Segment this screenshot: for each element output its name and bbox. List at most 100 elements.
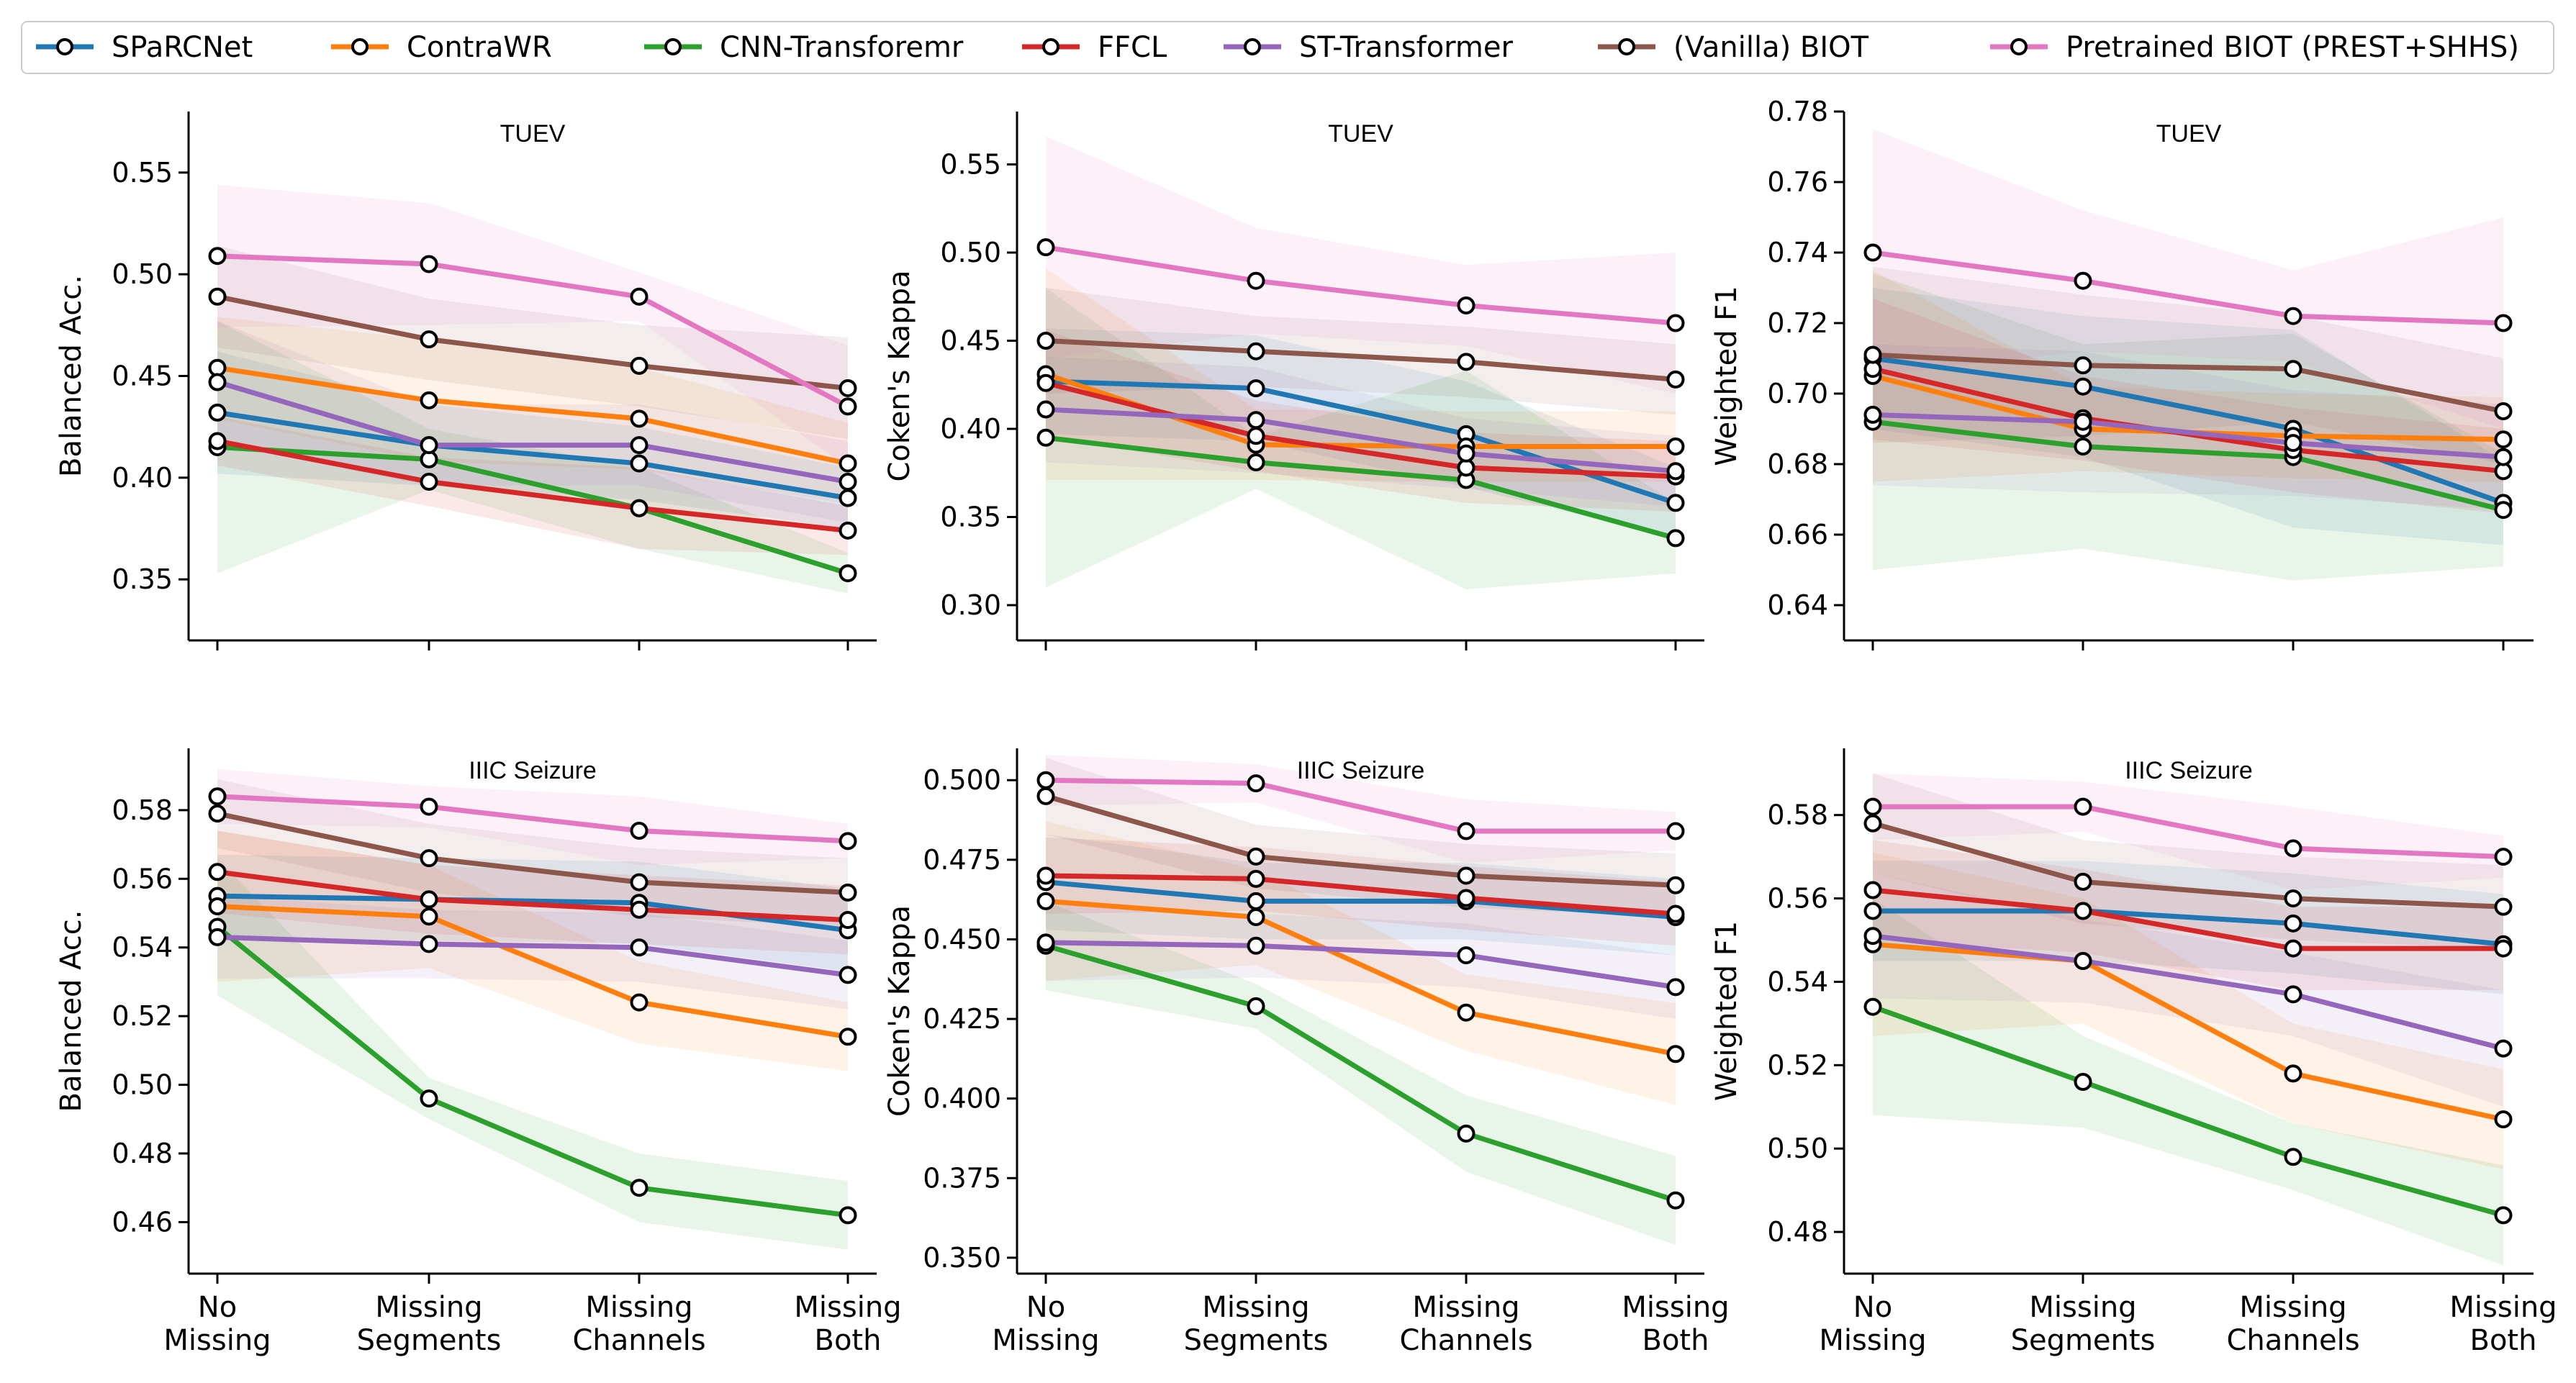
- y-tick-label: 0.46: [112, 1206, 173, 1238]
- x-tick-label-line: Both: [815, 1324, 882, 1357]
- x-tick-label-line: Segments: [357, 1324, 502, 1357]
- series-line: [1045, 380, 1676, 479]
- y-tick-label: 0.66: [1767, 519, 1828, 550]
- x-tick-label: Missing Segments: [357, 1291, 502, 1357]
- data-point: [2074, 951, 2092, 970]
- data-point: [839, 378, 857, 397]
- band-pretrained-biot-prest-shhs: [1873, 129, 2503, 429]
- y-tick-label: 0.64: [1767, 589, 1828, 621]
- data-point: [1036, 933, 1055, 952]
- x-tick-label-line: Channels: [572, 1324, 705, 1357]
- data-point: [1457, 1124, 1475, 1143]
- y-tick-label: 0.58: [1767, 799, 1828, 831]
- data-point: [630, 454, 648, 473]
- series-line: [1872, 941, 2504, 1123]
- y-tick-label: 0.500: [923, 764, 1001, 796]
- series-line: [215, 925, 849, 1218]
- y-tick-label: 0.40: [940, 413, 1001, 445]
- y-tick-label: 0.56: [1767, 883, 1828, 915]
- legend-label: SPaRCNet: [112, 31, 253, 64]
- data-point: [208, 804, 227, 823]
- data-point: [839, 1206, 857, 1225]
- data-point: [420, 436, 438, 455]
- data-point: [630, 356, 648, 375]
- series-vanilla-biot: [1863, 345, 2513, 420]
- band-st-transformer: [1873, 873, 2503, 1107]
- series-contrawr: [208, 897, 857, 1046]
- panel-title: TUEV: [1328, 120, 1393, 148]
- x-tick-label-line: Segments: [1184, 1324, 1329, 1357]
- data-point: [2284, 939, 2302, 958]
- legend-marker: [351, 38, 369, 55]
- band-sparcnet: [1873, 288, 2503, 545]
- data-point: [2494, 314, 2513, 332]
- data-point: [1666, 978, 1685, 997]
- y-tick-label: 0.72: [1767, 307, 1828, 339]
- data-point: [2074, 412, 2092, 431]
- data-point: [1863, 814, 1882, 833]
- y-tick-label: 0.55: [940, 149, 1001, 181]
- y-axis-label: Balanced Acc.: [55, 910, 88, 1112]
- series-line: [1045, 435, 1676, 541]
- series-line: [217, 294, 849, 391]
- x-tick-label-line: Missing: [1202, 1291, 1309, 1324]
- data-point: [1863, 797, 1882, 816]
- data-point: [1247, 453, 1265, 472]
- series-contrawr: [208, 358, 857, 473]
- y-axis-label: Weighted F1: [1710, 921, 1743, 1102]
- data-point: [208, 403, 227, 422]
- data-point: [1863, 243, 1882, 262]
- series-line: [1872, 933, 2504, 1051]
- band-cnn-transforemr: [1873, 273, 2503, 581]
- legend-marker: [56, 38, 73, 55]
- data-point: [839, 966, 857, 984]
- band-vanilla-biot: [217, 779, 848, 928]
- band-sparcnet: [1046, 834, 1676, 956]
- band-contrawr: [1873, 270, 2503, 482]
- data-point: [1457, 822, 1475, 840]
- series-line: [1872, 419, 2504, 513]
- series-vanilla-biot: [1036, 786, 1685, 894]
- data-point: [2494, 939, 2513, 958]
- data-point: [1666, 314, 1685, 332]
- series-st-transformer: [208, 373, 857, 491]
- data-point: [1247, 427, 1265, 445]
- x-tick-label: Missing Segments: [1184, 1291, 1329, 1357]
- data-point: [420, 473, 438, 491]
- series-line: [1045, 898, 1676, 1057]
- y-tick-label: 0.74: [1767, 237, 1828, 268]
- data-point: [1666, 437, 1685, 455]
- series-pretrained-biot-prest-shhs: [208, 787, 857, 851]
- y-tick-label: 0.56: [112, 863, 173, 894]
- data-point: [1457, 296, 1475, 314]
- legend-item-st-transformer: ST-Transformer: [1224, 31, 1513, 64]
- y-tick-label: 0.70: [1767, 378, 1828, 409]
- data-point: [839, 489, 857, 507]
- data-point: [1457, 444, 1475, 463]
- series-ffcl: [1863, 881, 2513, 958]
- x-tick-label-line: Missing: [2449, 1291, 2557, 1324]
- panel-1: 0.35 0.40 0.45 0.50 0.55 TUEV Balanced Acc.: [55, 112, 877, 650]
- data-point: [630, 436, 648, 455]
- data-point: [1666, 494, 1685, 512]
- data-point: [420, 391, 438, 409]
- series-line: [217, 379, 849, 484]
- data-point: [1036, 892, 1055, 910]
- series-line: [1045, 943, 1677, 1203]
- data-point: [420, 797, 438, 816]
- data-point: [1036, 428, 1055, 447]
- legend-marker: [664, 38, 682, 55]
- data-point: [2494, 1110, 2513, 1129]
- series-line: [1872, 887, 2503, 951]
- x-tick-label-line: Channels: [1399, 1324, 1532, 1357]
- band-contrawr: [1873, 852, 2503, 1170]
- data-point: [2074, 797, 2092, 816]
- legend-item-contrawr: ContraWR: [331, 31, 552, 64]
- data-point: [1247, 379, 1265, 398]
- x-tick-label: No Missing: [163, 1291, 271, 1357]
- data-point: [839, 521, 857, 540]
- data-point: [1666, 1045, 1685, 1064]
- series-line: [217, 869, 849, 923]
- legend-marker: [1244, 38, 1261, 55]
